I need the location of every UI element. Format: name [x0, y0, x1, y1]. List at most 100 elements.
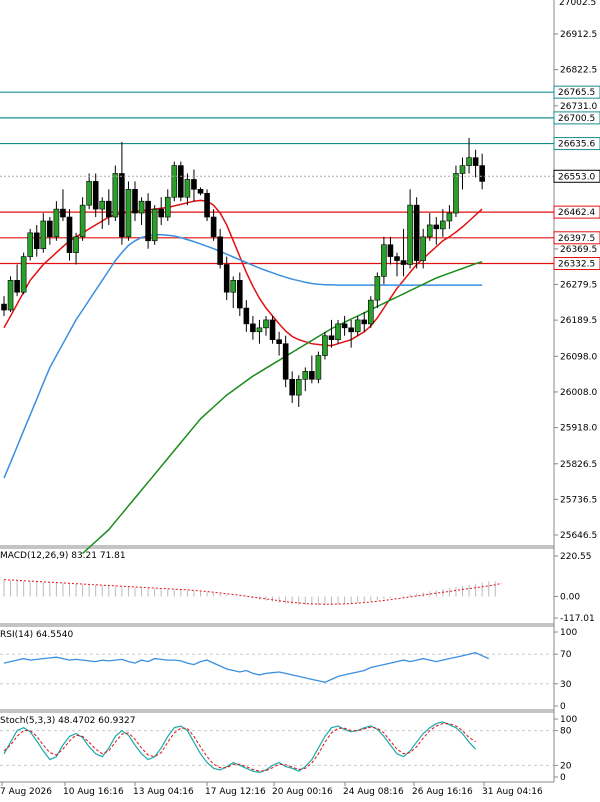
time-tick-label: 17 Aug 12:16: [205, 787, 266, 797]
candle-body: [381, 244, 387, 277]
candle-body: [79, 204, 86, 238]
candle-body: [7, 280, 14, 311]
time-tick-label: 13 Aug 04:16: [133, 787, 194, 797]
candle-body: [394, 256, 400, 261]
candle-body: [164, 196, 171, 218]
candle-body: [86, 181, 92, 206]
rsi-tick-label: 30: [560, 680, 572, 690]
candle-body: [191, 179, 197, 190]
candle-body: [367, 299, 374, 325]
rsi-tick-label: 100: [560, 628, 577, 638]
candle-body: [348, 327, 354, 333]
time-tick-label: 24 Aug 08:16: [343, 787, 404, 797]
candle-body: [426, 224, 433, 238]
candle-body: [295, 378, 302, 396]
candle-body: [282, 343, 289, 380]
candle-body: [230, 280, 237, 293]
level-tag-label: 26635.6: [558, 140, 595, 150]
current-price: 26553.0: [0, 169, 600, 183]
time-tick-label: 7 Aug 2026: [0, 787, 52, 797]
price-tick-label: 25918.0: [560, 424, 597, 434]
price-axis: 27002.5 26912.5 26822.5 26731.0 26369.5 26279…: [554, 0, 597, 541]
macd-label: MACD(12,26,9) 83.21 71.81: [0, 551, 126, 561]
candle-body: [158, 208, 164, 218]
candle-body: [145, 200, 151, 242]
price-tick-label: 26912.5: [560, 30, 597, 40]
candle-body: [184, 179, 191, 198]
stoch-tick-label: 0: [560, 773, 566, 783]
candle-body: [47, 220, 53, 238]
macd-tick-label: -117.01: [560, 614, 595, 624]
price-tick-label: 26279.5: [560, 281, 597, 291]
macd-tick-label: 0.00: [560, 593, 580, 603]
level-tag-label: 26462.4: [558, 208, 595, 218]
candle-body: [250, 323, 256, 333]
level-tag-label: 26700.5: [558, 114, 595, 124]
candle-body: [289, 378, 296, 396]
candle-body: [413, 204, 420, 261]
candle-body: [243, 307, 250, 325]
candle-body: [322, 335, 328, 356]
candle-body: [328, 335, 335, 341]
time-axis: 7 Aug 2026 10 Aug 16:16 13 Aug 04:16 17 Aug…: [0, 782, 543, 797]
candle-body: [151, 208, 158, 242]
candle-body: [466, 157, 472, 166]
candle-body: [223, 264, 230, 293]
rsi-line: [3, 652, 489, 683]
time-tick-label: 31 Aug 04:16: [482, 787, 543, 797]
rsi-tick-label: 70: [560, 650, 572, 660]
candle-body: [269, 319, 276, 341]
rsi-label: RSI(14) 64.5540: [0, 630, 73, 640]
rsi-pane: RSI(14) 64.5540 100 70 30 0: [0, 628, 577, 712]
level-tag-label: 26332.5: [558, 260, 595, 270]
stoch-tick-label: 100: [560, 715, 577, 725]
price-tick-label: 25736.5: [560, 495, 597, 505]
candle-body: [217, 236, 223, 265]
candle-body: [440, 220, 446, 230]
candle-body: [309, 371, 315, 380]
candle-body: [73, 236, 79, 253]
level-tag: [553, 205, 600, 219]
candle-body: [400, 260, 407, 265]
price-tick-label: 27002.5: [559, 0, 596, 8]
macd-tick-label: 220.55: [560, 552, 592, 562]
candle-body: [479, 165, 485, 182]
candle-body: [14, 280, 20, 293]
level-tag: [553, 85, 600, 99]
stoch-tick-label: 20: [560, 761, 572, 771]
level-tag: [553, 257, 600, 271]
price-tick-label: 26822.5: [560, 66, 597, 76]
candle-body: [53, 208, 60, 238]
candle-body: [335, 323, 341, 341]
candle-body: [472, 157, 479, 166]
candle-body: [302, 371, 309, 380]
level-tag: [553, 137, 600, 151]
price-tick-label: 26731.0: [560, 102, 597, 112]
candle-body: [276, 339, 282, 344]
stoch-pane: Stoch(5,3,3) 48.4702 60.9327 100 80 20 0: [0, 715, 577, 783]
candle-body: [197, 189, 204, 194]
level-tag-label: 26397.5: [558, 234, 595, 244]
candle-body: [132, 189, 138, 214]
time-tick-label: 10 Aug 16:16: [63, 787, 124, 797]
candle-body: [66, 216, 73, 253]
candle-body: [178, 165, 184, 198]
candle-body: [125, 189, 132, 238]
candle-body: [420, 236, 427, 261]
candle-body: [407, 204, 413, 265]
stoch-tick-label: 80: [560, 727, 572, 737]
candle-body: [256, 327, 263, 333]
price-tick-label: 26008.0: [560, 388, 597, 398]
candle-body: [361, 319, 368, 325]
candle-body: [27, 232, 34, 257]
candle-body: [1, 303, 7, 311]
level-tag: [553, 111, 600, 125]
candle-body: [92, 181, 99, 210]
candle-body: [387, 244, 394, 257]
candles: [1, 137, 485, 407]
candle-body: [374, 276, 381, 301]
candle-body: [106, 200, 112, 218]
stoch-label: Stoch(5,3,3) 48.4702 60.9327: [0, 716, 135, 726]
